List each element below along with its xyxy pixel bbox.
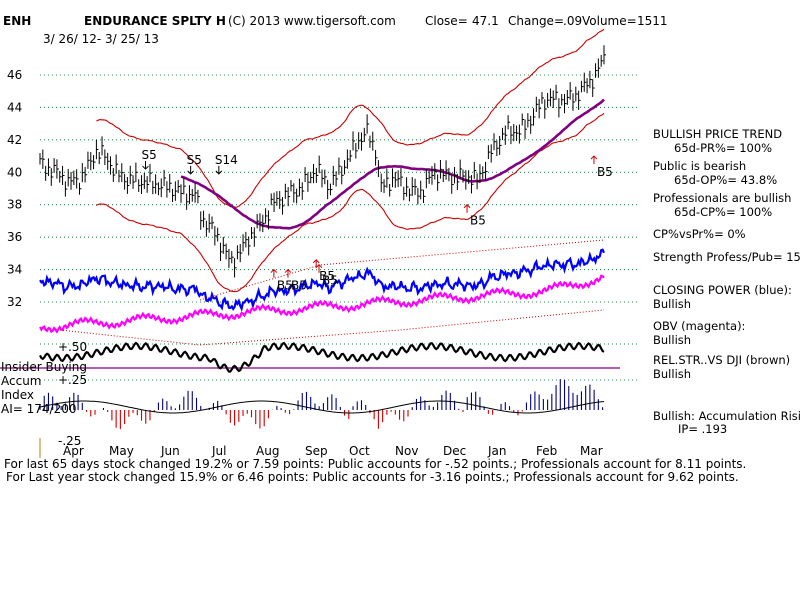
price-bars (39, 45, 606, 278)
grid-lines (40, 74, 640, 381)
sell-arrow (142, 161, 149, 170)
month-label: Nov (395, 444, 418, 458)
price-tick-label: 46 (7, 68, 22, 82)
signal-b5: B5 (319, 269, 335, 283)
month-label: Jul (211, 444, 226, 458)
price-tick-label: 44 (7, 100, 22, 114)
price-axis-labels: 32 34 36 38 40 42 44 46 (7, 68, 22, 309)
bands (96, 28, 605, 293)
buy-arrow (270, 268, 278, 278)
buy-arrow (312, 259, 320, 268)
price-tick-label: 42 (7, 133, 22, 147)
month-label: Sep (305, 444, 328, 458)
closing-power-value: Bullish (653, 297, 692, 311)
ai-label: AI= 174/200 (1, 402, 77, 416)
public-status: Public is bearish (653, 159, 747, 173)
buy-arrow (463, 204, 471, 213)
month-label: Mar (580, 444, 603, 458)
signal-b5: B5 (277, 279, 293, 293)
indicator-lines (39, 239, 606, 373)
signal-b5: B5 (470, 214, 486, 228)
price-tick-label: 40 (7, 165, 22, 179)
month-label: Jan (487, 444, 507, 458)
footer-line-last-year: For Last year stock changed 15.9% or 6.4… (6, 470, 739, 484)
accum-average-line (39, 400, 605, 414)
plus50-label: +.50 (58, 340, 88, 354)
obv-value: Bullish (653, 333, 692, 347)
cp-percent: 65d-CP%= 100% (674, 205, 773, 219)
date-range: 3/ 26/ 12- 3/ 25/ 13 (43, 32, 159, 46)
price-tick-label: 32 (7, 295, 22, 309)
month-label: Oct (349, 444, 370, 458)
month-label: Aug (256, 444, 279, 458)
price-tick-label: 34 (7, 263, 22, 277)
insider-buying-label: Insider Buying (1, 360, 87, 374)
trend-title: BULLISH PRICE TREND (653, 127, 783, 141)
footer-line-65-days: For last 65 days stock changed 19.2% or … (4, 457, 747, 471)
strength-ratio: Strength Profess/Pub= 15 (653, 250, 800, 264)
sell-arrow (215, 165, 223, 175)
change-value: .09 (563, 14, 583, 28)
copyright: (C) 2013 www.tigersoft.com (228, 14, 396, 28)
lower-band-line (96, 112, 605, 293)
close-value: 47.1 (472, 14, 499, 28)
plus25-label: +.25 (58, 373, 88, 387)
signal-s5: S5 (187, 153, 202, 167)
relative-strength-line (39, 341, 605, 373)
sell-arrow (187, 165, 194, 175)
buy-arrow (315, 263, 323, 273)
volume-value: 1511 (637, 14, 668, 28)
price-tick-label: 38 (7, 198, 22, 212)
buy-arrow (590, 155, 598, 165)
price-tick-label: 36 (7, 230, 22, 244)
accumulation-index (39, 379, 605, 430)
cp-trend-line (199, 239, 605, 301)
volume-label: Volume= (582, 14, 637, 28)
month-label: May (109, 444, 134, 458)
minus25-label: -.25 (58, 434, 82, 448)
closing-power-line (39, 248, 606, 312)
upper-band-line (96, 28, 605, 208)
accum-label: Accum (1, 374, 42, 388)
month-label: Apr (63, 444, 84, 458)
pr-percent: 65d-PR%= 100% (674, 141, 773, 155)
stock-name: ENDURANCE SPLTY H (84, 14, 226, 28)
cp-vs-pr: CP%vsPr%= 0% (653, 227, 746, 241)
ticker-symbol: ENH (3, 14, 32, 28)
signal-b5: B5 (597, 165, 613, 179)
moving-average-line (180, 98, 605, 230)
ip-value: IP= .193 (678, 422, 728, 436)
buy-arrow (284, 268, 292, 278)
change-label: Change= (508, 14, 564, 28)
signal-s5: S5 (142, 148, 157, 162)
month-label: Dec (443, 444, 466, 458)
signal-s14: S14 (215, 153, 238, 167)
relstr-title: REL.STR..VS DJI (brown) (653, 353, 791, 367)
close-label: Close= (425, 14, 468, 28)
month-axis-labels: Apr May Jun Jul Aug Sep Oct Nov Dec Jan Feb Mar (63, 444, 603, 458)
op-percent: 65d-OP%= 43.8% (674, 173, 778, 187)
obv-line (39, 274, 605, 334)
month-label: Jun (160, 444, 180, 458)
signal-b5: B5 (322, 274, 338, 288)
accumulation-title: Bullish: Accumulation Risi (653, 409, 800, 423)
closing-power-title: CLOSING POWER (blue): (653, 283, 792, 297)
index-label: Index (1, 388, 35, 402)
month-label: Feb (536, 444, 557, 458)
obv-title: OBV (magenta): (653, 319, 746, 333)
signal-b5: B5 (291, 279, 307, 293)
relstr-value: Bullish (653, 367, 692, 381)
professionals-status: Professionals are bullish (653, 191, 792, 205)
